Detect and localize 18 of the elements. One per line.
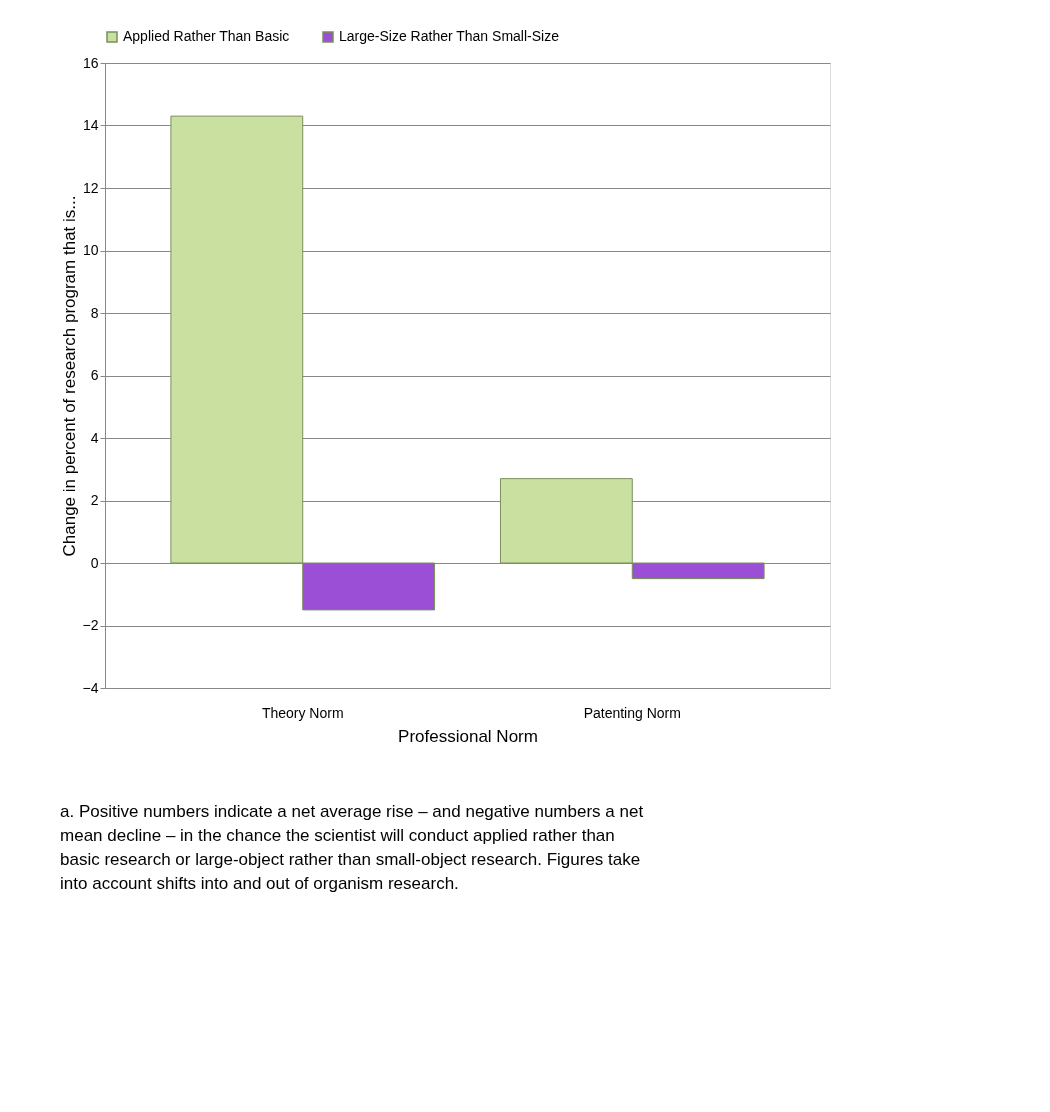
x-tick-label: Patenting Norm: [583, 704, 681, 721]
legend-label: Large-Size Rather Than Small-Size: [339, 28, 560, 44]
legend-label: Applied Rather Than Basic: [123, 28, 290, 44]
y-tick-label: 0: [90, 554, 99, 571]
y-tick-label: 10: [82, 242, 99, 258]
y-tick-label: 4: [90, 429, 99, 446]
y-tick-label: −4: [82, 679, 99, 696]
x-tick-label: Theory Norm: [261, 704, 344, 721]
y-tick-label: 12: [82, 179, 99, 196]
y-tick-label: 8: [90, 304, 99, 321]
y-tick-label: 6: [90, 367, 99, 383]
y-axis-title: Change in percent of research program that is...: [59, 195, 79, 557]
y-tick-label: 14: [82, 117, 99, 133]
y-tick-label: −2: [82, 617, 99, 633]
y-tick-label: 16: [82, 54, 99, 71]
y-tick-label: 2: [90, 492, 99, 508]
x-axis-title: Professional Norm: [398, 726, 538, 746]
text: a. Positive numbers indicate a net average rise – and negative numbers a net mean decline – in the chance the scientist will conduct applied rather than basic research or large-object rather than small-object research. Figures take into account shifts into and out of organism research.: [60, 802, 644, 893]
